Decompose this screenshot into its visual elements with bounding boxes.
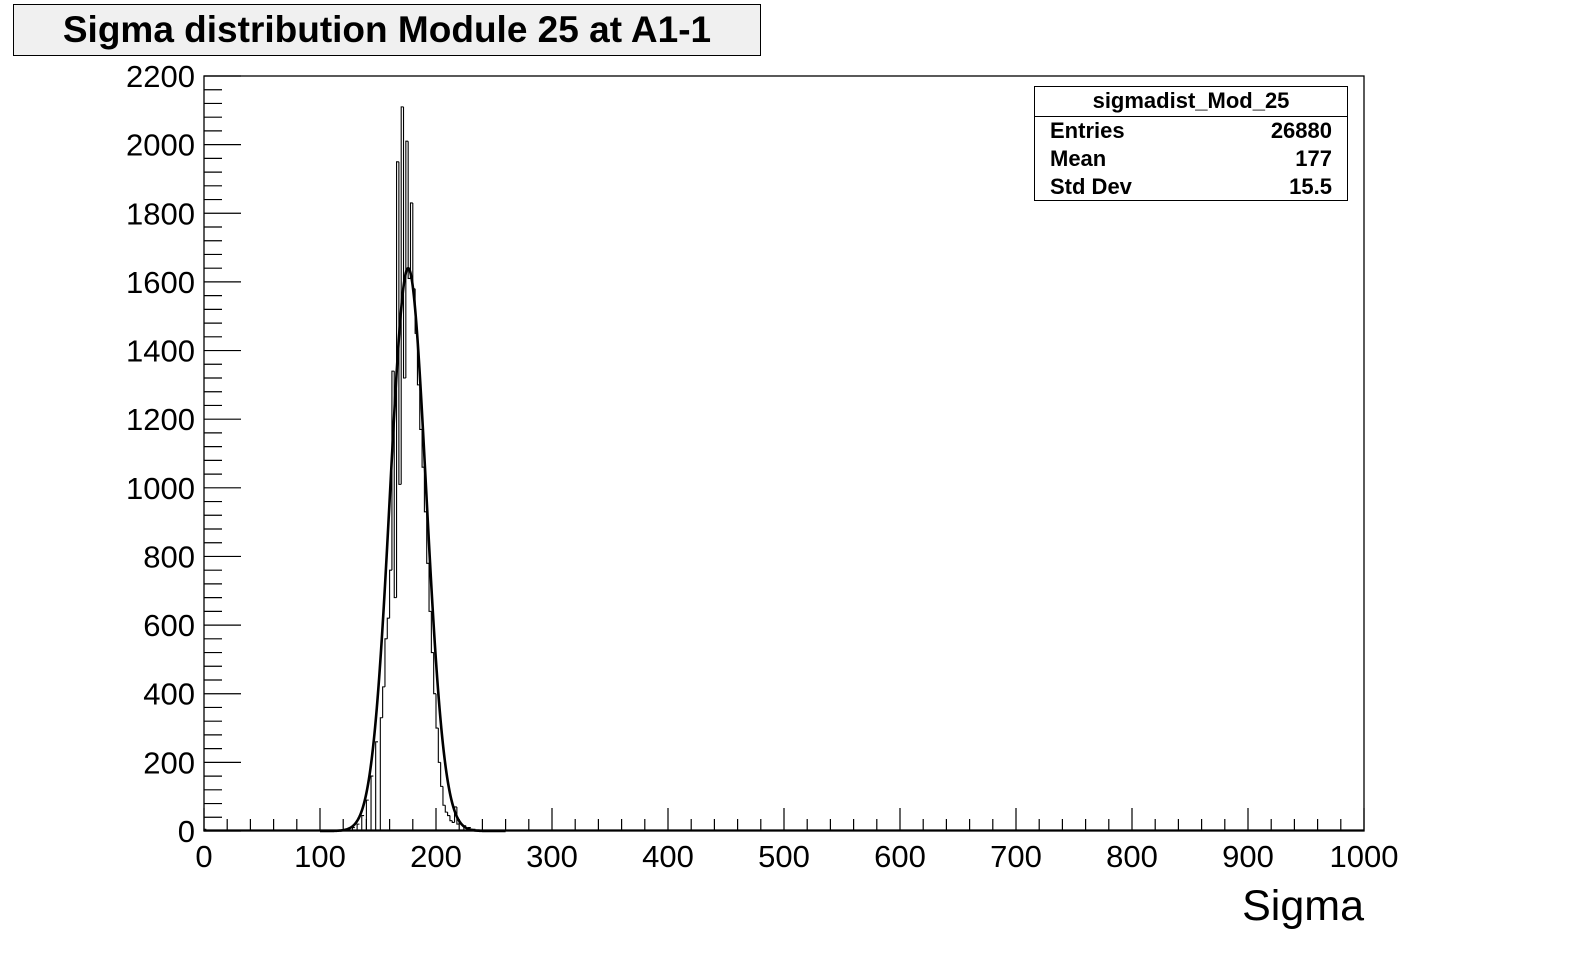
y-tick-label: 1800: [126, 196, 195, 231]
stats-value: 15.5: [1289, 174, 1332, 199]
y-axis-ticks: 0 200 400 600 800 1000 1200 1400 1600 1800 2000 220…: [126, 59, 241, 849]
y-tick-label: 800: [143, 539, 195, 574]
histogram-bin: [451, 820, 455, 823]
stats-label: Mean: [1050, 146, 1107, 171]
stats-label: Std Dev: [1050, 174, 1132, 199]
histogram-bin: [393, 371, 397, 599]
histogram-bin: [437, 728, 441, 763]
stats-label: Entries: [1050, 118, 1125, 143]
histogram-bin: [428, 563, 432, 612]
histogram-bin: [407, 141, 411, 280]
histogram-bin: [396, 161, 399, 598]
histogram-bin: [435, 693, 439, 729]
histogram-bin: [391, 370, 395, 571]
histogram-bin: [405, 140, 409, 378]
y-tick-label: 600: [143, 608, 195, 643]
histogram-bin: [419, 384, 423, 431]
stats-row-std-dev: Std Dev 15.5: [1035, 173, 1347, 201]
histogram-bars: [203, 106, 1364, 831]
histogram-bin: [386, 617, 390, 639]
stats-box: sigmadist_Mod_25 Entries 26880 Mean 177 …: [1034, 86, 1348, 201]
y-tick-label: 1400: [126, 334, 195, 369]
y-tick-label: 0: [178, 814, 195, 849]
y-tick-label: 2200: [126, 59, 195, 94]
histogram-bin: [356, 823, 360, 831]
x-tick-label: 1000: [1330, 839, 1399, 874]
y-tick-label: 1200: [126, 402, 195, 437]
histogram-bin: [456, 806, 460, 825]
y-tick-label: 200: [143, 745, 195, 780]
histogram-bin: [400, 106, 404, 485]
y-tick-label: 1600: [126, 265, 195, 300]
histogram-bin: [382, 686, 385, 718]
x-tick-label: 100: [294, 839, 346, 874]
x-tick-label: 500: [758, 839, 810, 874]
histogram-bin: [433, 652, 436, 695]
stats-row-entries: Entries 26880: [1035, 117, 1347, 145]
stats-row-mean: Mean 177: [1035, 145, 1347, 173]
x-tick-label: 300: [526, 839, 578, 874]
histogram-bin: [389, 569, 392, 619]
x-axis-ticks: 0 100 200 300 400 500 600 700 800 900 1000: [195, 808, 1398, 874]
x-tick-label: 0: [195, 839, 212, 874]
stats-value: 177: [1295, 146, 1332, 171]
stats-histogram-name: sigmadist_Mod_25: [1035, 87, 1347, 117]
histogram-bin: [442, 786, 446, 806]
x-tick-label: 400: [642, 839, 694, 874]
x-tick-label: 200: [410, 839, 462, 874]
histogram-bin: [449, 815, 453, 822]
y-tick-label: 2000: [126, 128, 195, 163]
histogram-bin: [440, 762, 443, 787]
histogram-bin: [398, 161, 402, 485]
y-tick-label: 400: [143, 677, 195, 712]
histogram-bin: [444, 805, 448, 813]
y-tick-label: 1000: [126, 471, 195, 506]
histogram-bin: [370, 775, 374, 831]
histogram-bin: [402, 106, 406, 379]
gaussian-fit-curve: [320, 266, 506, 833]
histogram-bin: [426, 511, 430, 564]
histogram-bin: [375, 741, 378, 831]
fit-curve-layer: [320, 266, 506, 833]
x-tick-label: 800: [1106, 839, 1158, 874]
histogram-bin: [365, 799, 369, 831]
histogram-bin: [384, 638, 388, 687]
x-axis-title: Sigma: [1242, 882, 1364, 930]
histogram-bin: [423, 467, 427, 513]
stats-value: 26880: [1270, 118, 1332, 143]
x-tick-label: 700: [990, 839, 1042, 874]
histogram-bin: [361, 815, 365, 831]
x-tick-label: 600: [874, 839, 926, 874]
histogram-bin: [447, 812, 450, 817]
histogram-bin: [430, 611, 434, 654]
x-tick-label: 900: [1222, 839, 1274, 874]
histogram-bin: [412, 202, 416, 290]
chart-title: Sigma distribution Module 25 at A1-1: [13, 4, 761, 56]
histogram-bin: [421, 429, 425, 468]
histogram-bin: [409, 202, 413, 279]
histogram-bin: [379, 717, 383, 831]
